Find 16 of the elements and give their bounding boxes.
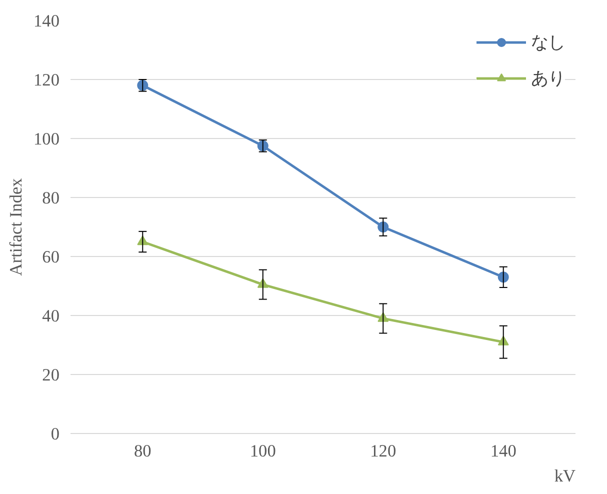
y-tick-label: 140 bbox=[34, 12, 60, 30]
y-tick-label: 120 bbox=[34, 70, 60, 90]
y-tick-label: 100 bbox=[34, 130, 60, 148]
y-axis-title: Artifact Index bbox=[6, 178, 26, 276]
legend-label: あり bbox=[531, 68, 565, 90]
y-tick-label: 40 bbox=[42, 306, 60, 326]
y-tick-label: 60 bbox=[42, 248, 60, 266]
legend-label: なし bbox=[531, 32, 565, 54]
x-tick-label: 80 bbox=[134, 442, 152, 460]
x-tick-label: 120 bbox=[370, 442, 396, 460]
x-tick-label: 140 bbox=[490, 442, 516, 460]
x-axis-title: kV bbox=[554, 466, 576, 486]
y-tick-label: 0 bbox=[50, 424, 60, 444]
y-tick-label: 20 bbox=[42, 366, 60, 384]
y-tick-label: 80 bbox=[42, 188, 60, 208]
x-tick-label: 100 bbox=[250, 442, 276, 460]
